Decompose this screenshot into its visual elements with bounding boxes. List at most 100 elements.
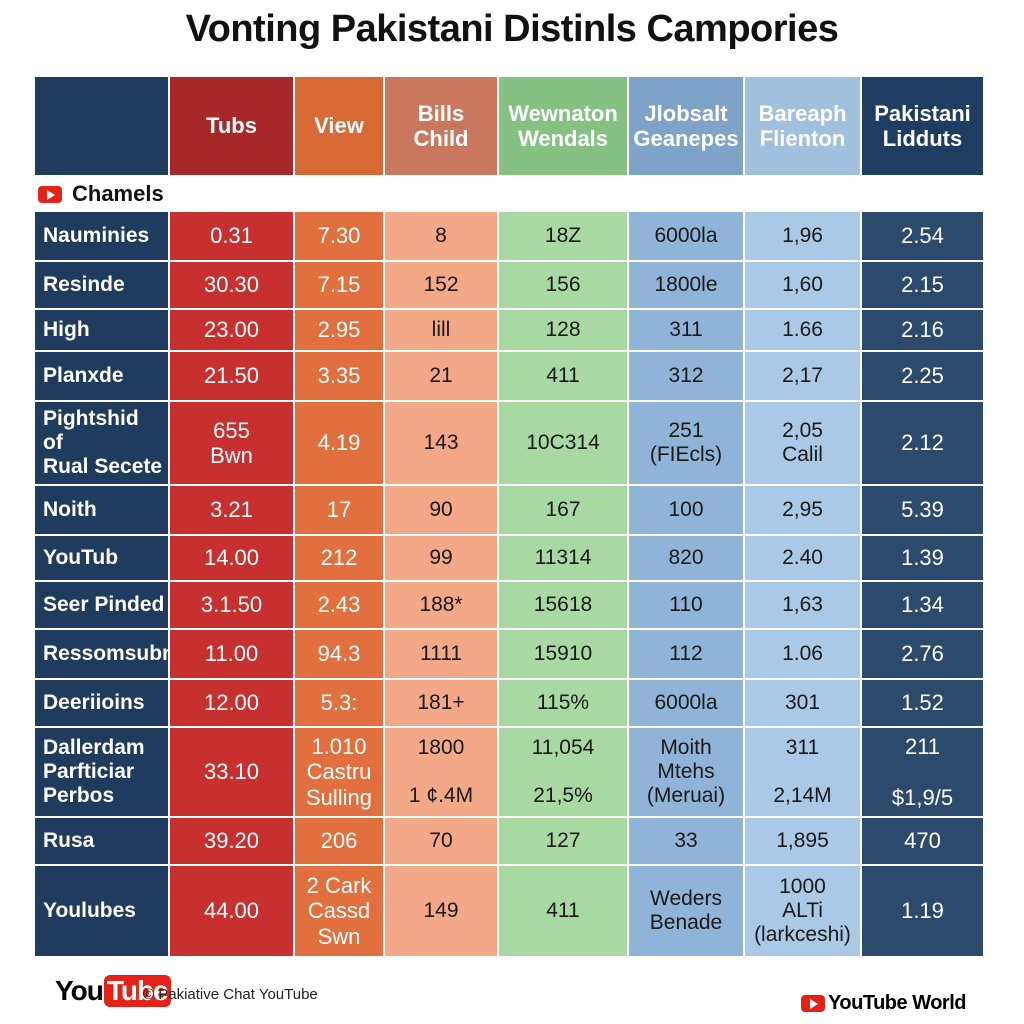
header-cell bbox=[35, 77, 168, 175]
data-cell: 156 bbox=[499, 262, 627, 308]
section-label: Chamels bbox=[38, 178, 164, 210]
data-cell: 128 bbox=[499, 310, 627, 350]
data-cell: 820 bbox=[629, 536, 743, 580]
data-cell: 15910 bbox=[499, 630, 627, 678]
brand-text: YouTube World bbox=[828, 992, 966, 1014]
data-cell: 206 bbox=[295, 818, 383, 864]
data-cell: 99 bbox=[385, 536, 497, 580]
data-cell: 5.3: bbox=[295, 680, 383, 726]
data-cell: 8 bbox=[385, 212, 497, 260]
data-cell: 2.12 bbox=[862, 402, 983, 484]
data-cell: 115% bbox=[499, 680, 627, 726]
data-cell: 152 bbox=[385, 262, 497, 308]
data-cell: 2,17 bbox=[745, 352, 860, 400]
row-label: Dallerdam Parfticiar Perbos bbox=[35, 728, 168, 816]
data-cell: 2.40 bbox=[745, 536, 860, 580]
data-cell: 1.19 bbox=[862, 866, 983, 956]
data-cell: 251 (FIEcls) bbox=[629, 402, 743, 484]
row-label: Deeriioins bbox=[35, 680, 168, 726]
header-cell: Bareaph Flienton bbox=[745, 77, 860, 175]
footer-logo: You Tube bbox=[55, 975, 171, 1007]
row-label: High bbox=[35, 310, 168, 350]
data-cell: 211 $1,9/5 bbox=[862, 728, 983, 816]
data-cell: Moith Mtehs (Meruai) bbox=[629, 728, 743, 816]
data-cell: 112 bbox=[629, 630, 743, 678]
data-cell: 311 bbox=[629, 310, 743, 350]
data-cell: 3.1.50 bbox=[170, 582, 293, 628]
data-cell: 2.54 bbox=[862, 212, 983, 260]
row-label: Planxde bbox=[35, 352, 168, 400]
row-label: YouTub bbox=[35, 536, 168, 580]
header-cell: Tubs bbox=[170, 77, 293, 175]
data-cell: 1.52 bbox=[862, 680, 983, 726]
data-cell: 7.15 bbox=[295, 262, 383, 308]
data-cell: 301 bbox=[745, 680, 860, 726]
section-text: Chamels bbox=[72, 181, 164, 206]
data-cell: 1,96 bbox=[745, 212, 860, 260]
data-cell: 1.010 Castru Sulling bbox=[295, 728, 383, 816]
data-cell: 10C314 bbox=[499, 402, 627, 484]
data-cell: 18Z bbox=[499, 212, 627, 260]
data-cell: 312 bbox=[629, 352, 743, 400]
data-cell: 1.66 bbox=[745, 310, 860, 350]
data-cell: 149 bbox=[385, 866, 497, 956]
data-cell: 100 bbox=[629, 486, 743, 534]
data-cell: 2.25 bbox=[862, 352, 983, 400]
data-cell: 21.50 bbox=[170, 352, 293, 400]
data-cell: 411 bbox=[499, 866, 627, 956]
row-label: Seer Pinded bbox=[35, 582, 168, 628]
data-cell: 7.30 bbox=[295, 212, 383, 260]
row-label: Pightshid of Rual Secete bbox=[35, 402, 168, 484]
header-cell: Wewnaton Wendals bbox=[499, 77, 627, 175]
data-cell: 39.20 bbox=[170, 818, 293, 864]
data-cell: 6000la bbox=[629, 680, 743, 726]
data-cell: 15618 bbox=[499, 582, 627, 628]
data-cell: 167 bbox=[499, 486, 627, 534]
logo-you: You bbox=[55, 975, 104, 1006]
data-cell: 2.16 bbox=[862, 310, 983, 350]
data-cell: 2.76 bbox=[862, 630, 983, 678]
logo-tube: Tube bbox=[103, 975, 171, 1007]
row-label: Youlubes bbox=[35, 866, 168, 956]
header-cell: Jlobsalt Geanepes bbox=[629, 77, 743, 175]
row-label: Ressomsubn bbox=[35, 630, 175, 678]
data-cell: 188* bbox=[385, 582, 497, 628]
header-cell: Pakistani Lidduts bbox=[862, 77, 983, 175]
data-cell: 21 bbox=[385, 352, 497, 400]
data-cell: 90 bbox=[385, 486, 497, 534]
data-cell: 181+ bbox=[385, 680, 497, 726]
data-cell: 143 bbox=[385, 402, 497, 484]
data-cell: 1111 bbox=[385, 630, 497, 678]
youtube-icon bbox=[38, 185, 62, 203]
data-cell: 110 bbox=[629, 582, 743, 628]
data-cell: 94.3 bbox=[295, 630, 383, 678]
header-cell: Bills Child bbox=[385, 77, 497, 175]
data-cell: 2,05 Calil bbox=[745, 402, 860, 484]
data-cell: 2,95 bbox=[745, 486, 860, 534]
brand: YouTube World bbox=[801, 992, 966, 1015]
row-label: Noith bbox=[35, 486, 168, 534]
data-cell: 655 Bwn bbox=[170, 402, 293, 484]
row-label: Resinde bbox=[35, 262, 168, 308]
data-cell: 1,63 bbox=[745, 582, 860, 628]
data-cell: 33.10 bbox=[170, 728, 293, 816]
data-cell: 411 bbox=[499, 352, 627, 400]
data-cell: 17 bbox=[295, 486, 383, 534]
data-cell: 1,60 bbox=[745, 262, 860, 308]
data-cell: 23.00 bbox=[170, 310, 293, 350]
youtube-icon bbox=[801, 995, 826, 1012]
data-cell: 44.00 bbox=[170, 866, 293, 956]
row-label: Rusa bbox=[35, 818, 168, 864]
data-cell: 470 bbox=[862, 818, 983, 864]
data-cell: 3.35 bbox=[295, 352, 383, 400]
title: Vonting Pakistani Distinls Campories bbox=[185, 8, 839, 50]
copyright: © Pakiative Chat YouTube bbox=[143, 986, 318, 1003]
data-cell: 3.21 bbox=[170, 486, 293, 534]
data-cell: lill bbox=[385, 310, 497, 350]
data-cell: 1.39 bbox=[862, 536, 983, 580]
data-cell: 11,054 21,5% bbox=[499, 728, 627, 816]
data-cell: 1000 ALTi (larkceshi) bbox=[745, 866, 860, 956]
data-cell: 1.34 bbox=[862, 582, 983, 628]
row-label: Nauminies bbox=[35, 212, 168, 260]
